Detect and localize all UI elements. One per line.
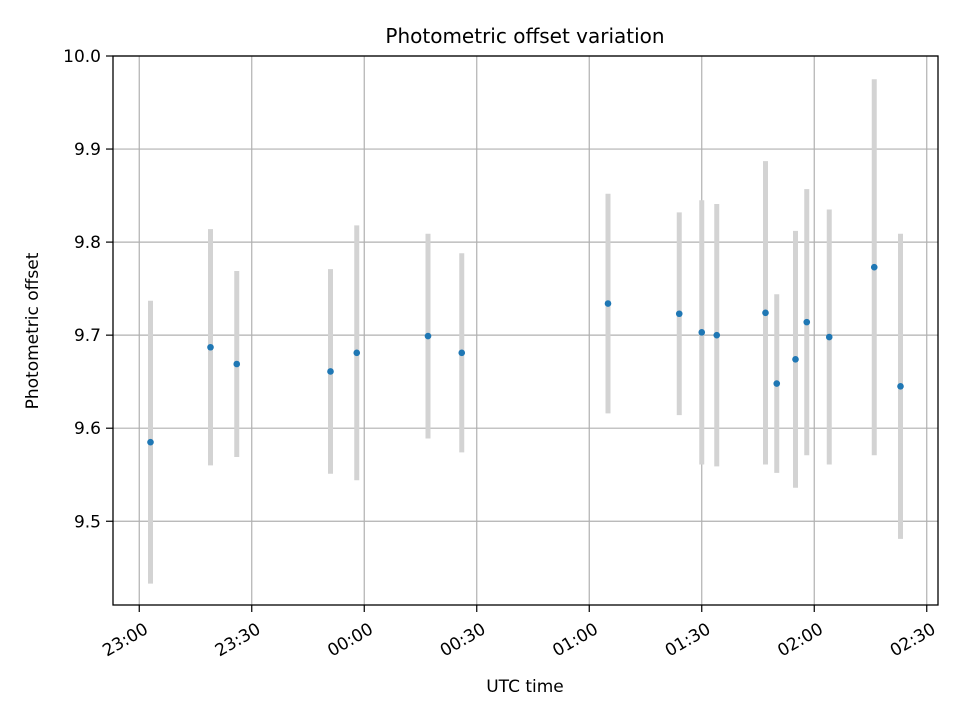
data-point: [458, 349, 466, 357]
data-point: [803, 318, 811, 326]
y-tick-label: 9.9: [74, 140, 101, 160]
y-tick-label: 9.5: [74, 512, 101, 532]
data-point: [825, 333, 833, 341]
chart-title: Photometric offset variation: [385, 24, 664, 48]
y-axis-ticks: 9.5 9.6 9.7 9.8 9.9 10.0: [63, 47, 113, 532]
data-point: [792, 356, 799, 363]
y-tick-label: 9.8: [74, 233, 101, 253]
x-axis-label: UTC time: [486, 677, 564, 697]
data-point: [327, 368, 334, 375]
y-axis-label: Photometric offset: [23, 252, 43, 409]
data-point: [698, 329, 706, 336]
data-point: [675, 310, 683, 318]
data-point: [233, 360, 241, 368]
y-tick-label: 9.7: [74, 326, 101, 346]
data-point: [762, 309, 769, 317]
data-points: [147, 263, 904, 446]
data-point: [604, 300, 612, 307]
data-point: [713, 331, 721, 339]
data-point: [870, 263, 878, 271]
y-tick-label: 10.0: [63, 47, 101, 67]
y-tick-label: 9.6: [74, 419, 101, 439]
data-point: [353, 349, 361, 357]
data-point: [773, 380, 781, 387]
data-point: [424, 332, 432, 340]
data-point: [147, 438, 154, 446]
plot-frame: [112, 55, 939, 606]
data-point: [207, 343, 214, 351]
data-point: [897, 383, 904, 390]
